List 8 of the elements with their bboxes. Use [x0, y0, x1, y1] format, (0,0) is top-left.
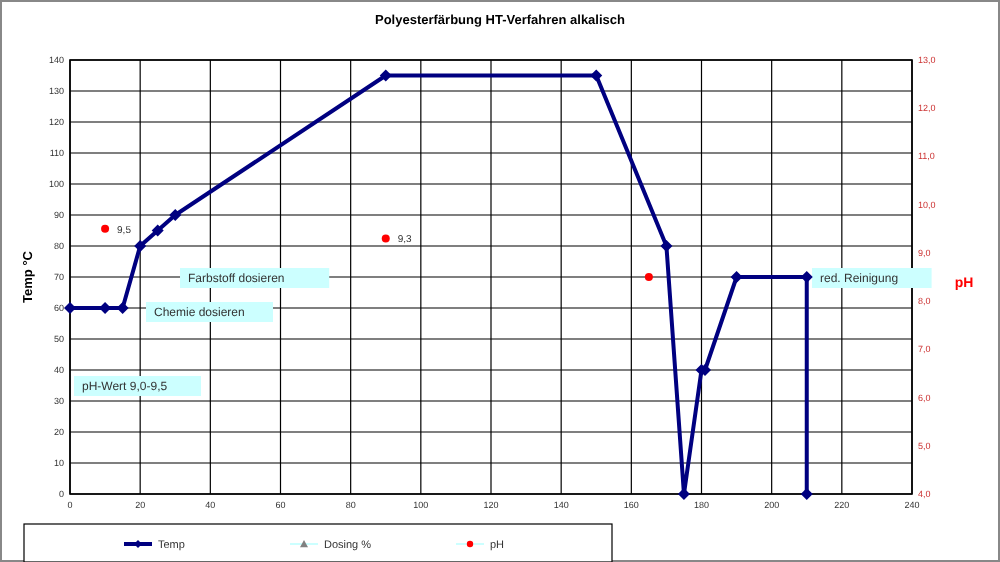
point [101, 224, 110, 233]
point [151, 224, 164, 237]
point [660, 240, 673, 252]
point [381, 234, 390, 243]
point [169, 209, 182, 221]
point [800, 488, 813, 500]
point [644, 273, 653, 281]
point [134, 240, 147, 252]
